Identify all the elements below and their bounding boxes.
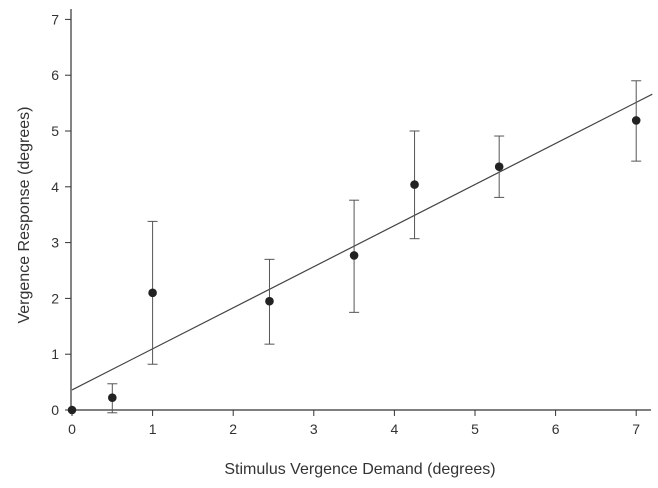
- x-axis-ticks: 0 1 2 3 4 5 6 7: [68, 410, 640, 437]
- data-point: [108, 393, 117, 403]
- y-tick-label: 1: [51, 346, 59, 362]
- data-point: [148, 288, 157, 298]
- y-tick-label: 2: [51, 290, 59, 306]
- data-point: [494, 162, 504, 172]
- y-tick-label: 5: [51, 123, 59, 139]
- data-point: [265, 296, 274, 306]
- y-axis-title: Vergence Response (degrees): [16, 106, 33, 323]
- error-bars: [107, 80, 642, 414]
- y-axis-ticks: 0 1 2 3 4 5 6 7: [51, 11, 71, 418]
- y-tick-label: 4: [51, 179, 59, 195]
- x-tick-label: 5: [471, 421, 479, 437]
- y-tick-label: 6: [51, 67, 59, 83]
- x-axis-title: Stimulus Vergence Demand (degrees): [224, 461, 495, 478]
- x-tick-label: 0: [68, 421, 76, 437]
- x-tick-label: 3: [310, 421, 318, 437]
- data-points: [67, 116, 641, 415]
- y-tick-label: 3: [51, 235, 59, 251]
- regression-line-group: [71, 93, 653, 391]
- data-point: [410, 180, 419, 189]
- x-tick-label: 2: [229, 421, 237, 437]
- x-tick-label: 7: [632, 421, 640, 437]
- y-tick-label: 0: [51, 402, 59, 418]
- regression-line: [71, 93, 653, 391]
- x-tick-label: 6: [552, 421, 560, 437]
- data-point: [67, 405, 77, 415]
- x-tick-label: 1: [149, 421, 157, 437]
- y-tick-label: 7: [51, 11, 59, 27]
- data-point: [631, 116, 641, 125]
- data-point: [349, 251, 359, 260]
- x-tick-label: 4: [391, 421, 399, 437]
- axes: [70, 9, 651, 411]
